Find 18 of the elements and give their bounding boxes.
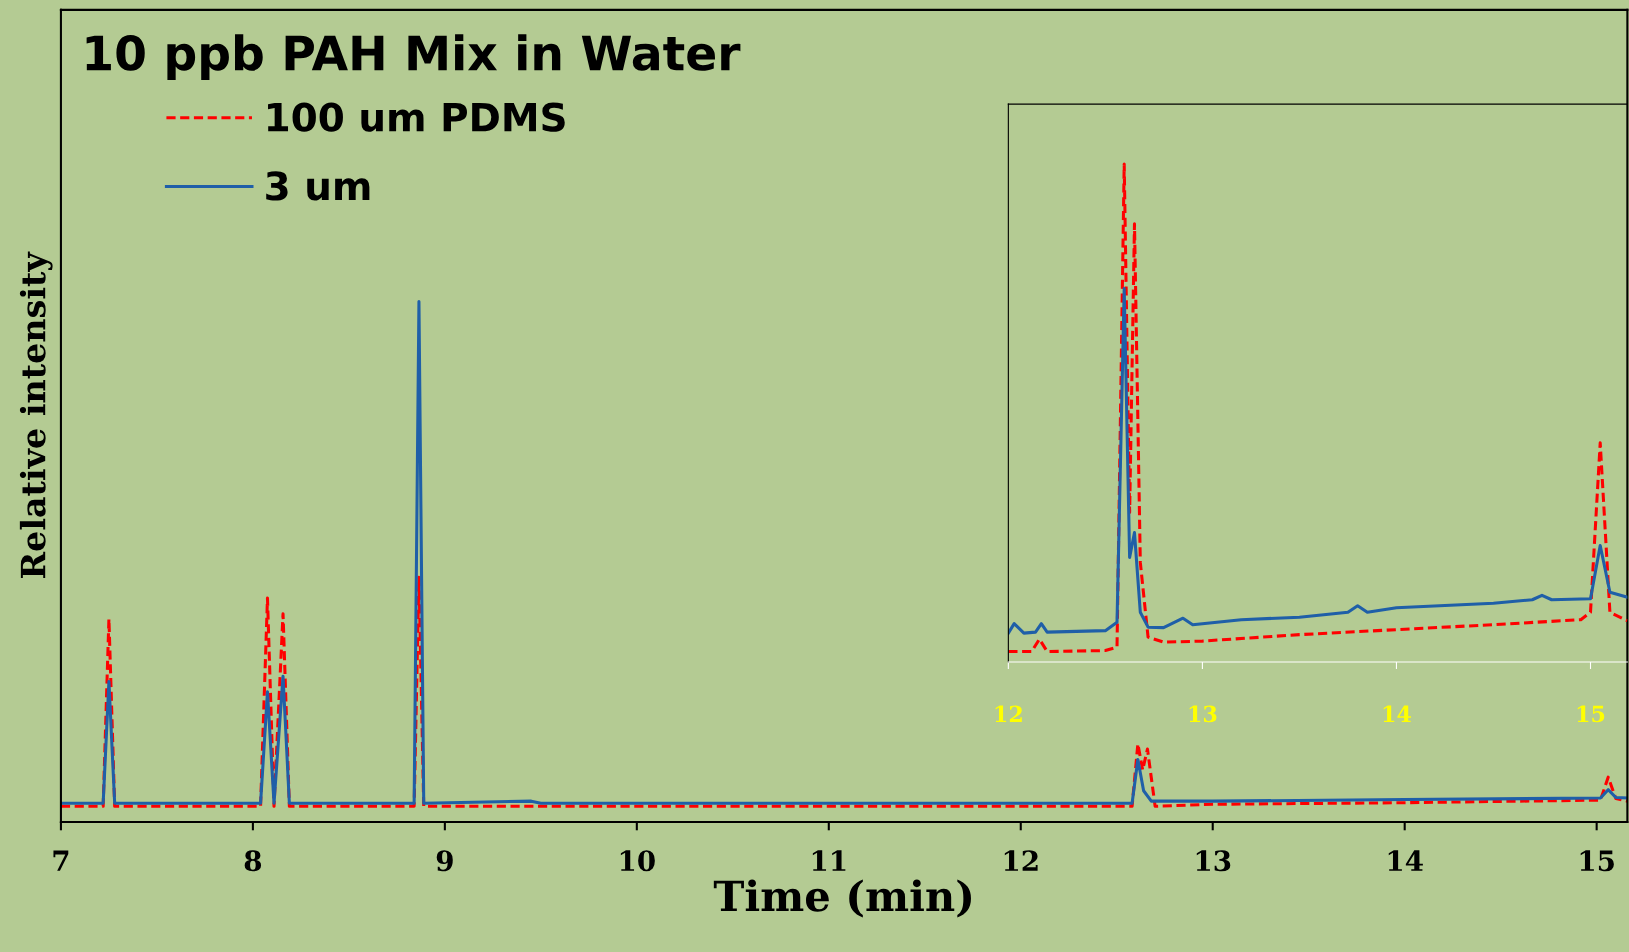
y-axis-title: Relative intensity <box>19 251 53 579</box>
x-tick-label: 12 <box>995 705 1022 722</box>
x-tick-label: 15 <box>1580 850 1614 872</box>
x-tick-label: 9 <box>436 850 453 872</box>
x-tick-label: 12 <box>1004 850 1038 871</box>
x-tick-label: 15 <box>1577 705 1605 723</box>
x-tick-label: 10 <box>620 850 655 872</box>
x-axis-title: Time (min) <box>713 879 971 918</box>
legend-label: 100 um PDMS <box>268 102 565 132</box>
x-tick-label: 13 <box>1189 705 1217 723</box>
x-tick-label: 8 <box>244 850 262 872</box>
x-tick-label: 13 <box>1196 850 1231 872</box>
x-tick-label: 7 <box>53 850 69 871</box>
x-tick-label: 14 <box>1388 850 1423 871</box>
x-tick-label: 11 <box>812 850 846 871</box>
x-tick-label: 14 <box>1383 705 1411 722</box>
chart-title: 10 ppb PAH Mix in Water <box>86 34 741 80</box>
legend-label: 3 um <box>266 171 370 201</box>
